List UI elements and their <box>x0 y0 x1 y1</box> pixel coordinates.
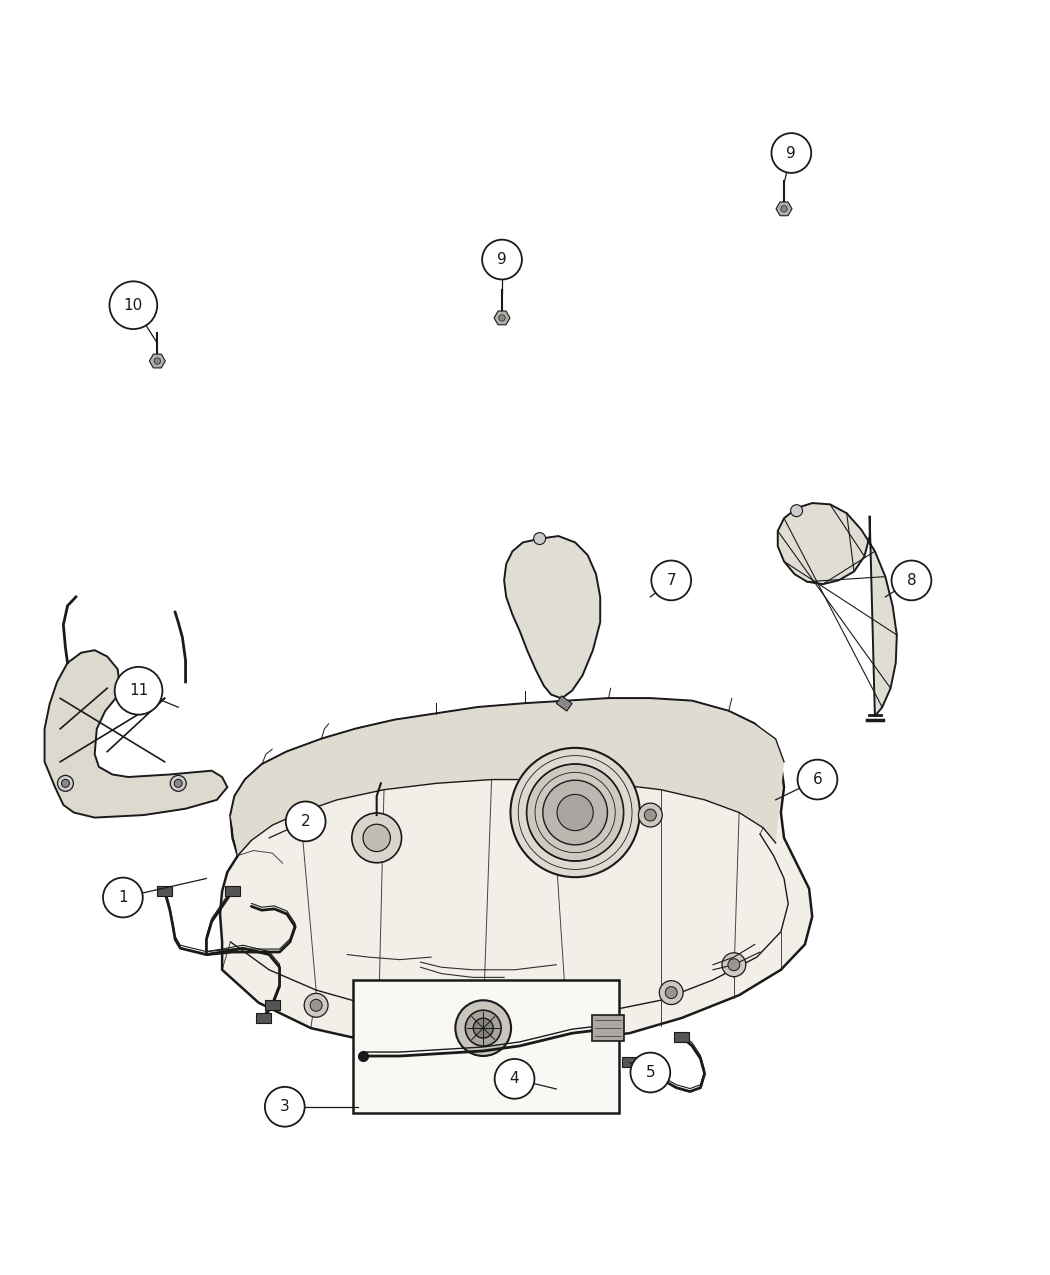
Circle shape <box>58 775 74 792</box>
Polygon shape <box>44 650 228 817</box>
Polygon shape <box>225 886 240 896</box>
Text: 1: 1 <box>118 890 128 905</box>
Circle shape <box>103 877 143 918</box>
Polygon shape <box>622 1057 637 1067</box>
Circle shape <box>482 240 522 279</box>
Circle shape <box>728 959 740 970</box>
Circle shape <box>638 803 663 827</box>
Polygon shape <box>353 980 620 1113</box>
Circle shape <box>798 760 837 799</box>
Circle shape <box>474 1019 494 1038</box>
Polygon shape <box>495 311 510 325</box>
Circle shape <box>651 561 691 601</box>
Text: 9: 9 <box>786 145 796 161</box>
Polygon shape <box>504 536 601 699</box>
FancyBboxPatch shape <box>592 1015 624 1042</box>
Circle shape <box>170 775 186 792</box>
Circle shape <box>62 779 69 788</box>
Circle shape <box>891 561 931 601</box>
Text: 9: 9 <box>497 252 507 266</box>
Polygon shape <box>778 504 897 717</box>
Circle shape <box>791 505 802 516</box>
Polygon shape <box>674 1031 689 1042</box>
Text: 3: 3 <box>280 1099 290 1114</box>
Circle shape <box>456 1001 511 1056</box>
Text: 2: 2 <box>301 813 311 829</box>
Circle shape <box>630 1053 670 1093</box>
Circle shape <box>781 205 788 212</box>
Polygon shape <box>256 1014 271 1023</box>
Circle shape <box>352 813 401 863</box>
Polygon shape <box>158 886 172 896</box>
Circle shape <box>154 358 161 365</box>
Circle shape <box>114 667 163 715</box>
Circle shape <box>174 779 183 788</box>
Polygon shape <box>265 1001 279 1010</box>
Circle shape <box>527 764 624 861</box>
Circle shape <box>533 533 546 544</box>
Circle shape <box>510 748 639 877</box>
Polygon shape <box>149 354 165 368</box>
Polygon shape <box>556 696 572 711</box>
Circle shape <box>465 1010 501 1046</box>
Text: 11: 11 <box>129 683 148 699</box>
Circle shape <box>363 824 391 852</box>
Text: 5: 5 <box>646 1065 655 1080</box>
Circle shape <box>543 780 608 845</box>
Circle shape <box>645 810 656 821</box>
Circle shape <box>265 1086 304 1127</box>
Circle shape <box>310 1000 322 1011</box>
Circle shape <box>304 993 328 1017</box>
Circle shape <box>659 980 684 1005</box>
Text: 10: 10 <box>124 298 143 312</box>
Text: 4: 4 <box>509 1071 520 1086</box>
Circle shape <box>495 1060 534 1099</box>
Circle shape <box>772 133 812 173</box>
Polygon shape <box>776 201 792 215</box>
Text: 7: 7 <box>667 572 676 588</box>
Circle shape <box>499 315 505 321</box>
Circle shape <box>109 282 158 329</box>
Polygon shape <box>230 699 784 856</box>
Circle shape <box>286 802 326 842</box>
Circle shape <box>666 987 677 998</box>
Polygon shape <box>220 699 813 1046</box>
Circle shape <box>722 952 746 977</box>
Text: 6: 6 <box>813 773 822 787</box>
Circle shape <box>558 794 593 830</box>
Text: 8: 8 <box>906 572 917 588</box>
